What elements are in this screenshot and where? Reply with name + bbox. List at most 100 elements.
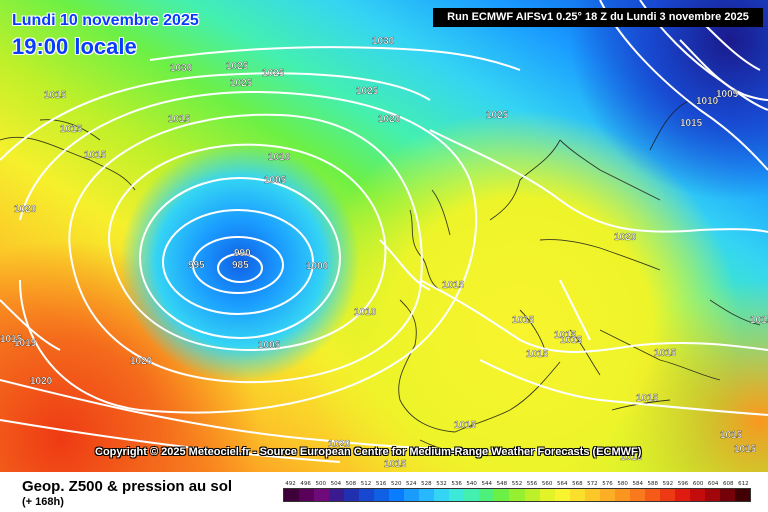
valid-time: 19:00 locale [12,34,137,59]
legend-value: 492 [285,481,296,487]
isobar-label: 1020 [130,356,153,367]
isobar-label: 1015 [84,150,107,161]
isobar-label: 1025 [486,110,509,121]
isobar-label: 1030 [170,63,193,74]
legend-swatch [389,489,405,501]
pressure-map: 1030 1030 1025 1025 1025 1025 1025 1015 … [0,0,768,472]
product-title: Geop. Z500 & pression au sol [22,478,233,495]
legend-swatch [434,489,450,501]
isobar-label: 1000 [306,261,329,272]
lead-time: (+ 168h) [22,496,64,508]
legend-value: 540 [466,481,477,487]
legend-swatch [479,489,495,501]
legend-swatches [283,488,751,502]
legend-swatch [524,489,540,501]
legend-swatch [314,489,330,501]
legend-value: 548 [496,481,508,487]
isobar-label: 1005 [716,89,739,100]
legend-value: 496 [300,481,311,487]
isobar-label: 1015 [526,349,549,360]
legend-value: 504 [330,481,342,487]
isobar-label: 1015 [454,420,477,431]
legend-swatch [734,489,750,501]
legend-swatch [284,489,300,501]
isobar-label: 1025 [262,68,285,79]
isobar-label: 1010 [354,307,377,318]
legend-value: 572 [587,481,598,487]
legend-swatch [674,489,690,501]
legend-swatch [719,489,735,501]
legend-swatch [659,489,675,501]
legend-value: 592 [662,481,674,487]
isobar-label: 985 [232,260,249,271]
isobar-labels: 1030 1030 1025 1025 1025 1025 1025 1015 … [0,36,768,470]
isobar-label: 1005 [264,175,287,186]
isobar-label: 1025 [226,61,249,72]
isobar-label: 1025 [356,86,379,97]
isobar-label: 1015 [44,90,67,101]
legend-value: 560 [541,481,553,487]
isobar-label: 1015 [720,430,743,441]
isobar-label: 1020 [378,114,401,125]
isobar-label: 1015 [636,393,659,404]
isobar-label: 1010 [696,96,719,107]
legend-swatch [494,489,510,501]
legend-swatch [449,489,465,501]
isobar-label: 1015 [734,444,757,455]
isobar-label: 1015 [60,124,83,135]
legend-swatch [299,489,315,501]
isobar-label: 1020 [30,376,53,387]
isobar-label: 1015 [620,452,643,463]
isobar-label: 1015 [680,118,703,129]
isobar-label: 990 [234,248,251,259]
legend-value: 512 [360,481,372,487]
isobar-label: 995 [188,260,205,271]
legend-swatch [344,489,360,501]
legend-value: 568 [572,481,583,487]
legend-swatch [569,489,585,501]
legend-swatch [404,489,420,501]
legend-labels: 492 496 500 504 508 512 516 520 524 528 532 536 540 5… [283,480,751,488]
isobar-label: 1015 [654,348,677,359]
isobar-label: 1010 [268,152,291,163]
legend-swatch [419,489,435,501]
copyright-notice: Copyright © 2025 Meteociel.fr - Source E… [95,446,642,458]
legend-swatch [374,489,390,501]
legend-swatch [704,489,720,501]
legend-value: 536 [451,481,462,487]
run-info: Run ECMWF AIFSv1 0.25° 18 Z du Lundi 3 n… [433,8,763,27]
legend-swatch [689,489,705,501]
isobar-label: 1015 [384,459,407,470]
legend-swatch [539,489,555,501]
legend-value: 520 [390,481,402,487]
legend-value: 544 [481,481,493,487]
legend-value: 596 [677,481,689,487]
legend-value: 576 [602,481,613,487]
legend-swatch [554,489,570,501]
legend-swatch [359,489,375,501]
legend-value: 564 [556,481,568,487]
isobar-label: 1015 [512,315,535,326]
legend-swatch [599,489,615,501]
legend-value: 612 [738,481,749,487]
legend-value: 508 [345,481,357,487]
legend-value: 588 [647,481,659,487]
legend-value: 604 [707,481,719,487]
legend-value: 608 [723,481,734,487]
legend-value: 584 [632,481,643,487]
legend-value: 556 [526,481,538,487]
isobar-label: 1025 [230,78,253,89]
isobar-label: 1015 [750,315,768,326]
legend-value: 532 [436,481,447,487]
isobar-label: 1030 [372,36,395,47]
isobar-label: 1020 [614,232,637,243]
isobar-label: 1015 [168,114,191,125]
isobar-label: 1015 [554,330,577,341]
color-scale-legend: 492 496 500 504 508 512 516 520 524 528 532 536 540 5… [283,480,751,508]
legend-value: 516 [375,481,387,487]
isobar-label: 1020 [14,204,37,215]
legend-swatch [329,489,345,501]
legend-value: 580 [617,481,628,487]
isobar-label: 1015 [14,338,37,349]
